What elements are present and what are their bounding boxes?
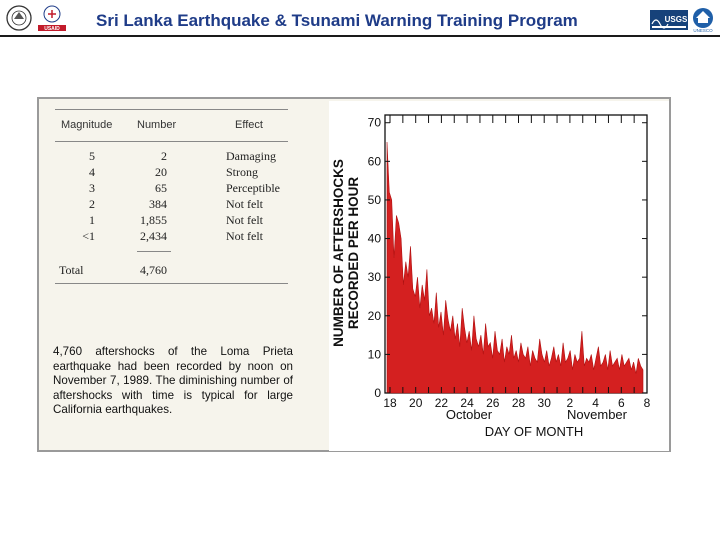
cell-magnitude: <1 [82, 229, 95, 243]
x-tick-label: 28 [512, 396, 526, 410]
x-tick-label: 30 [538, 396, 552, 410]
y-tick-label: 20 [368, 309, 382, 323]
col-header-effect: Effect [235, 119, 263, 131]
col-header-magnitude: Magnitude [61, 119, 113, 131]
cell-magnitude: 3 [89, 181, 95, 195]
seal-logo-icon [6, 5, 32, 31]
x-tick-label: 8 [644, 396, 651, 410]
cell-effect: Not felt [226, 197, 263, 211]
cell-magnitude: 2 [89, 197, 95, 211]
cell-number: 20 [155, 165, 167, 179]
svg-text:USGS: USGS [665, 15, 688, 24]
cell-number: 1,855 [140, 213, 167, 227]
y-tick-label: 40 [368, 232, 382, 246]
top-tick-marks [389, 115, 648, 123]
table-rule-header [55, 141, 288, 142]
month-label-november: November [567, 407, 628, 422]
y-axis-label-line2: RECORDED PER HOUR [346, 177, 361, 330]
y-tick-label: 50 [368, 193, 382, 207]
x-tick-label: 18 [383, 396, 397, 410]
cell-number: 2,434 [140, 229, 167, 243]
y-tick-label: 60 [368, 154, 382, 168]
plot-area [386, 141, 644, 394]
x-tick-label: 20 [409, 396, 423, 410]
y-tick-label: 70 [368, 116, 382, 130]
total-rule [137, 251, 171, 252]
svg-text:USAID: USAID [44, 26, 60, 32]
cell-magnitude: 4 [89, 165, 95, 179]
x-tick-label: 2 [567, 396, 574, 410]
table-rule-top [55, 109, 288, 110]
x-tick-label: 22 [435, 396, 449, 410]
y-tick-label: 0 [374, 386, 381, 400]
x-tick-label: 4 [592, 396, 599, 410]
y-axis: 0 10 20 30 40 50 60 70 [368, 116, 647, 400]
cell-effect: Not felt [226, 213, 263, 227]
cell-effect: Not felt [226, 229, 263, 243]
header-divider [0, 35, 720, 37]
y-axis-label-line1: NUMBER OF AFTERSHOCKS [331, 159, 346, 347]
cell-number: 2 [161, 149, 167, 163]
page-title: Sri Lanka Earthquake & Tsunami Warning T… [96, 11, 578, 30]
cell-magnitude: 1 [89, 213, 95, 227]
cell-magnitude: 5 [89, 149, 95, 163]
cell-effect: Damaging [226, 149, 276, 163]
total-value: 4,760 [140, 263, 167, 277]
usgs-logo-icon: USGS [650, 10, 688, 30]
col-header-number: Number [137, 119, 177, 131]
figure-caption: 4,760 aftershocks of the Loma Prieta ear… [53, 345, 293, 416]
x-axis: 18 20 22 24 26 28 30 2 4 6 8 [383, 387, 651, 410]
x-tick-label: 24 [460, 396, 474, 410]
cell-effect: Perceptible [226, 181, 280, 195]
y-tick-label: 30 [368, 270, 382, 284]
table-rule-bottom [55, 283, 288, 284]
figure-panel: Magnitude Number Effect 5 2 Damaging 4 2… [37, 97, 671, 452]
x-axis-label: DAY OF MONTH [485, 424, 583, 439]
cell-number: 65 [155, 181, 167, 195]
month-label-october: October [446, 407, 493, 422]
x-tick-label: 6 [618, 396, 625, 410]
cell-effect: Strong [226, 165, 259, 179]
unesco-logo-icon: UNESCO [693, 8, 713, 33]
svg-text:UNESCO: UNESCO [693, 28, 713, 33]
series-area [386, 141, 644, 394]
x-tick-label: 26 [486, 396, 500, 410]
total-label: Total [59, 263, 84, 277]
y-tick-label: 10 [368, 347, 382, 361]
cell-number: 384 [149, 197, 167, 211]
usaid-logo-icon: USAID [38, 5, 66, 32]
